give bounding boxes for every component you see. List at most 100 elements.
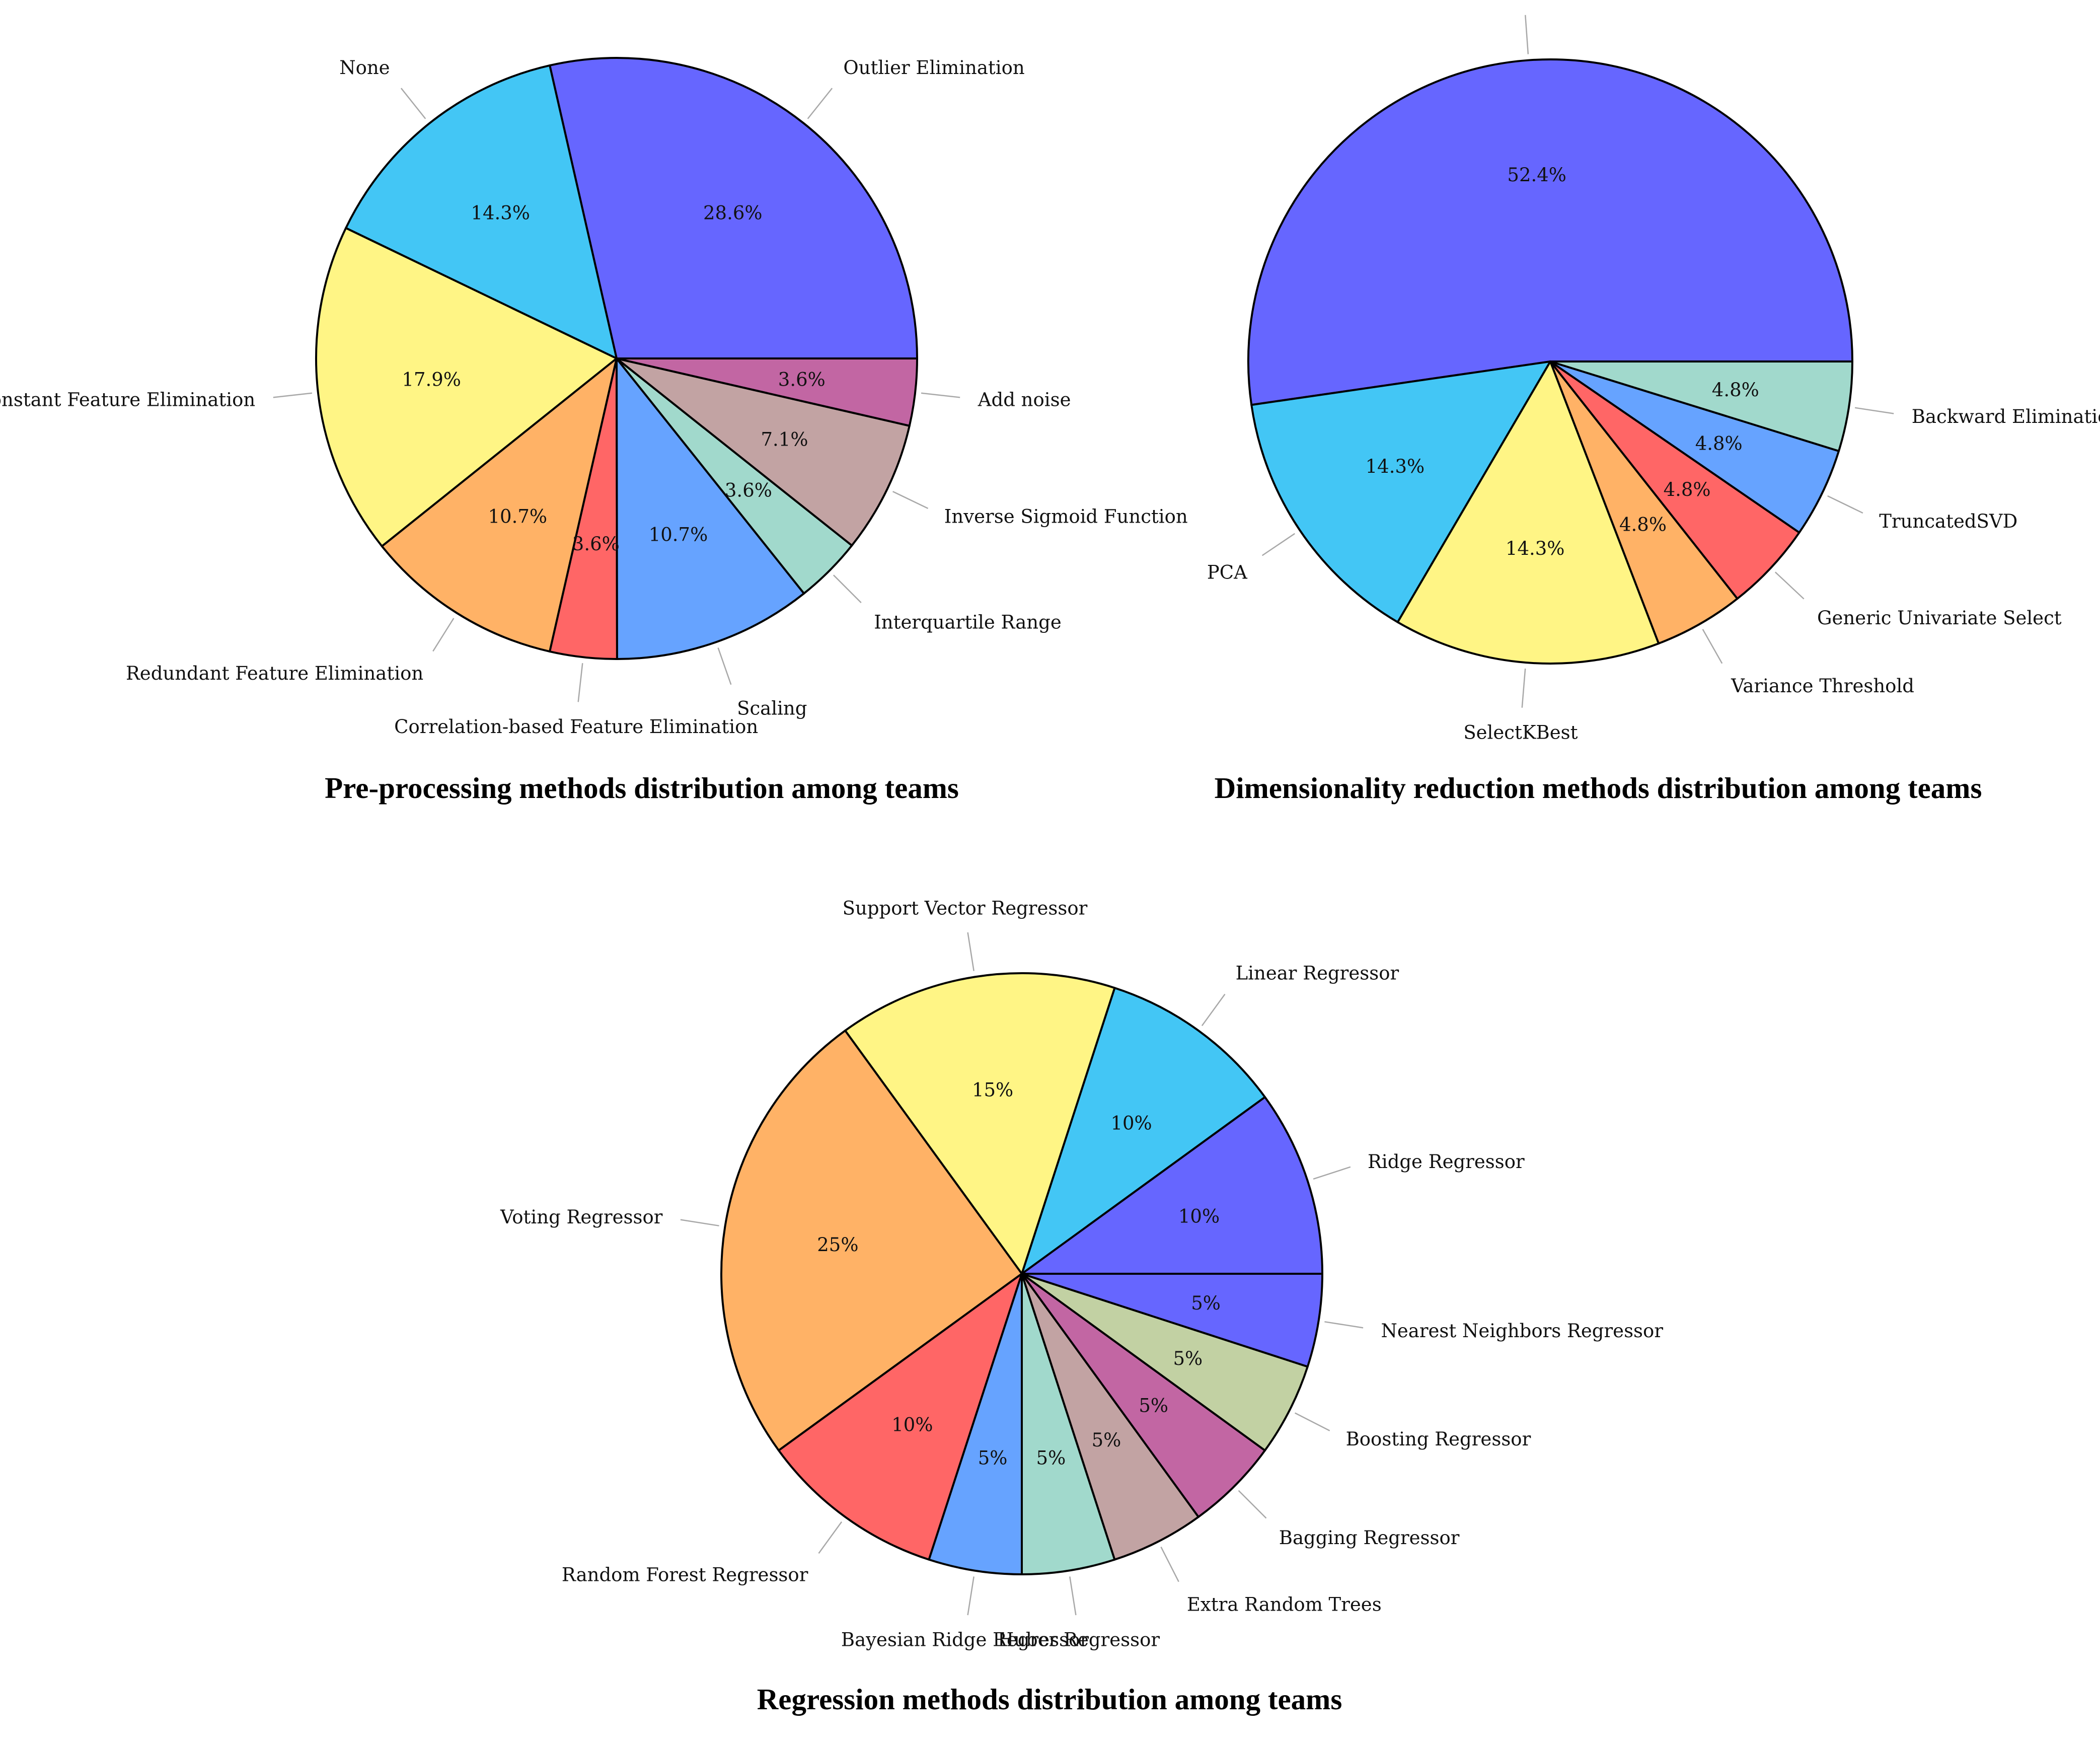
pre-label-inverse-sigmoid-function: Inverse Sigmoid Function <box>944 505 1188 527</box>
pre-label-redundant-feature-elimination: Redundant Feature Elimination <box>126 663 423 684</box>
dim-pct-selectkbest: 14.3% <box>1506 538 1565 559</box>
dim-label-backward-elimination: Backward Elimination <box>1912 406 2100 427</box>
pre-slice-outlier-elimination <box>549 57 918 359</box>
reg-pct-huber-regressor: 5% <box>1036 1447 1066 1469</box>
reg-label-ridge-regressor: Ridge Regressor <box>1368 1151 1525 1173</box>
dim-leader-pca <box>1261 533 1295 556</box>
reg-pct-bagging-regressor: 5% <box>1139 1395 1168 1417</box>
reg-leader-random-forest-regressor <box>818 1521 843 1554</box>
dim-leader-variance-threshold <box>1702 629 1723 664</box>
pre-pct-none: 14.3% <box>471 202 530 224</box>
reg-pct-bayesian-ridge-regressor: 5% <box>978 1447 1008 1469</box>
dim-label-generic-univariate-select: Generic Univariate Select <box>1817 607 2062 629</box>
reg-leader-voting-regressor <box>680 1219 719 1226</box>
reg-label-voting-regressor: Voting Regressor <box>500 1206 663 1228</box>
reg-leader-support-vector-regressor <box>967 932 974 971</box>
pre-pct-outlier-elimination: 28.6% <box>703 202 763 224</box>
reg-label-nearest-neighbors-regressor: Nearest Neighbors Regressor <box>1381 1320 1664 1342</box>
reg-label-linear-regressor: Linear Regressor <box>1236 963 1399 984</box>
dim-slice-generic-univariate-select <box>1549 360 1801 600</box>
reg-slice-nearest-neighbors-regressor <box>1021 1273 1323 1368</box>
reg-slice-extra-random-trees <box>1021 1273 1199 1561</box>
reg-slice-voting-regressor <box>720 1030 1023 1451</box>
pre-leader-redundant-feature-elimination <box>432 618 455 652</box>
dim-leader-none <box>1525 15 1529 54</box>
pre-label-add-noise: Add noise <box>978 389 1071 410</box>
reg-label-huber-regressor: Huber Regressor <box>998 1629 1160 1651</box>
pre-leader-add-noise <box>921 392 960 398</box>
reg-slice-ridge-regressor <box>1021 1096 1323 1275</box>
reg-pct-support-vector-regressor: 15% <box>972 1079 1013 1101</box>
pre-slice-none <box>345 64 618 359</box>
reg-leader-linear-regressor <box>1201 993 1226 1027</box>
pre-pct-redundant-feature-elimination: 10.7% <box>488 506 548 528</box>
reg-label-boosting-regressor: Boosting Regressor <box>1346 1428 1531 1450</box>
reg-slice-linear-regressor <box>1021 987 1266 1275</box>
reg-label-bagging-regressor: Bagging Regressor <box>1279 1527 1460 1549</box>
reg-slice-bagging-regressor <box>1021 1273 1266 1518</box>
pre-pct-constant-feature-elimination: 17.9% <box>402 369 461 391</box>
reg-pct-random-forest-regressor: 10% <box>891 1414 933 1435</box>
dim-pct-variance-threshold: 4.8% <box>1619 514 1667 535</box>
dim-leader-selectkbest <box>1521 668 1526 708</box>
reg-label-extra-random-trees: Extra Random Trees <box>1187 1594 1382 1616</box>
regression-chart-title: Regression methods distribution among te… <box>757 1683 1342 1716</box>
dim-label-pca: PCA <box>1207 562 1248 584</box>
pre-slice-redundant-feature-elimination <box>381 357 618 653</box>
pre-label-correlation-based-feature-elimination: Correlation-based Feature Elimination <box>394 716 758 738</box>
dim-slice-selectkbest <box>1396 360 1660 665</box>
pre-pct-scaling: 10.7% <box>649 524 708 545</box>
reg-slice-support-vector-regressor <box>844 972 1116 1275</box>
pre-leader-interquartile-range <box>833 574 862 603</box>
reg-slice-huber-regressor <box>1021 1273 1116 1575</box>
reg-leader-extra-random-trees <box>1160 1547 1179 1582</box>
dim-label-selectkbest: SelectKBest <box>1463 722 1578 744</box>
dim-pct-none: 52.4% <box>1507 164 1566 186</box>
pre-leader-none <box>400 88 426 119</box>
pre-slice-add-noise <box>616 357 918 427</box>
pre-pct-inverse-sigmoid-function: 7.1% <box>761 429 808 451</box>
pre-leader-constant-feature-elimination <box>273 392 313 398</box>
dimensionality-pie-chart: 52.4% 14.3% 14.3% 4.8% 4.8% 4.8% 4.8% None PCA S… <box>1207 0 2100 805</box>
pre-pct-add-noise: 3.6% <box>778 369 826 391</box>
dim-pct-pca: 14.3% <box>1366 456 1425 477</box>
pre-leader-inverse-sigmoid-function <box>892 491 929 510</box>
reg-pct-voting-regressor: 25% <box>817 1234 858 1256</box>
dim-slice-truncatedsvd <box>1549 360 1840 534</box>
reg-pct-boosting-regressor: 5% <box>1173 1348 1203 1369</box>
dim-slice-variance-threshold <box>1549 360 1739 645</box>
pre-slice-inverse-sigmoid-function <box>616 357 911 547</box>
reg-label-support-vector-regressor: Support Vector Regressor <box>843 898 1088 919</box>
pre-label-constant-feature-elimination: Constant Feature Elimination <box>0 389 255 410</box>
reg-slice-boosting-regressor <box>1021 1273 1309 1451</box>
reg-pct-extra-random-trees: 5% <box>1092 1429 1121 1451</box>
dim-pct-truncatedsvd: 4.8% <box>1695 432 1743 454</box>
reg-slice-random-forest-regressor <box>778 1273 1023 1561</box>
dim-leader-generic-univariate-select <box>1774 571 1805 600</box>
reg-pct-ridge-regressor: 10% <box>1178 1206 1220 1227</box>
reg-label-bayesian-ridge-regressor: Bayesian Ridge Regressor <box>841 1629 1089 1651</box>
dim-label-truncatedsvd: TruncatedSVD <box>1879 511 2017 532</box>
dim-label-none: None <box>1499 0 1549 2</box>
reg-leader-bayesian-ridge-regressor <box>967 1576 974 1616</box>
reg-leader-nearest-neighbors-regressor <box>1324 1321 1364 1329</box>
reg-slice-bayesian-ridge-regressor <box>928 1273 1023 1575</box>
reg-leader-bagging-regressor <box>1238 1490 1267 1519</box>
dim-leader-backward-elimination <box>1854 407 1894 414</box>
pre-label-scaling: Scaling <box>737 698 807 719</box>
dim-slice-none <box>1247 58 1853 406</box>
dim-pct-generic-univariate-select: 4.8% <box>1664 479 1711 500</box>
pre-leader-outlier-elimination <box>807 88 833 119</box>
reg-leader-ridge-regressor <box>1313 1166 1351 1180</box>
preprocessing-pie-chart: 28.6% 14.3% 17.9% 10.7% 3.6% 10.7% 3.6% 7.1% 3.6… <box>0 57 1188 805</box>
pre-slice-scaling <box>616 357 805 660</box>
reg-label-random-forest-regressor: Random Forest Regressor <box>562 1564 808 1585</box>
pre-label-none: None <box>339 57 390 79</box>
dim-pct-backward-elimination: 4.8% <box>1712 379 1759 401</box>
dim-slice-backward-elimination <box>1549 360 1853 452</box>
pre-pct-interquartile-range: 3.6% <box>725 480 772 501</box>
preprocessing-chart-title: Pre-processing methods distribution amon… <box>325 771 959 805</box>
dim-leader-truncatedsvd <box>1827 495 1863 514</box>
